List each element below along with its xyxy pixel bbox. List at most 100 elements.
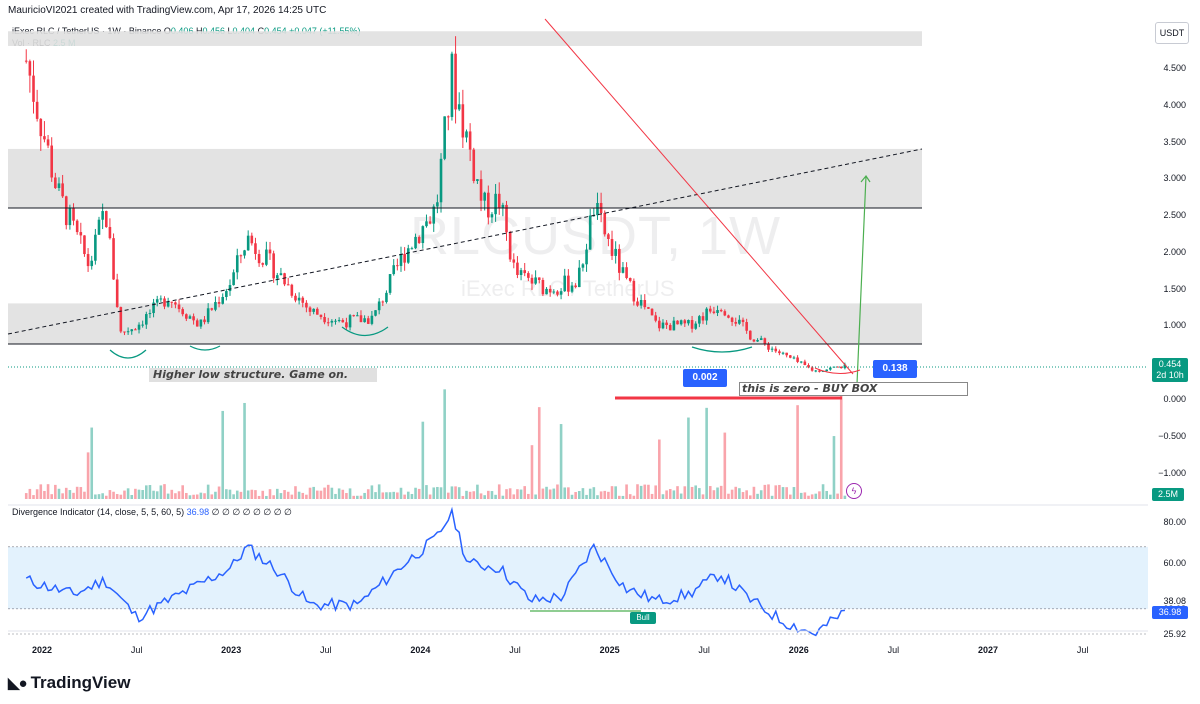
candle-body — [265, 249, 268, 265]
low-label: L — [227, 26, 233, 36]
volume-bar — [316, 490, 319, 499]
time-tick-label: Jul — [130, 645, 143, 655]
candle-body — [621, 267, 625, 273]
volume-bar — [748, 495, 752, 499]
volume-bar — [417, 488, 421, 499]
candle-body — [432, 206, 436, 224]
price-tick-label: −0.500 — [1158, 430, 1186, 441]
volume-bar — [712, 490, 716, 499]
volume-bar — [818, 491, 821, 499]
candle-body — [385, 292, 388, 303]
note-buy-box[interactable]: this is zero - BUY BOX — [739, 382, 968, 396]
time-tick-label: 2025 — [599, 645, 620, 655]
candle-body — [672, 320, 676, 331]
candle-body — [716, 310, 719, 313]
candle-body — [57, 183, 61, 189]
volume-bar — [789, 494, 792, 499]
price-candles — [24, 36, 847, 373]
price-zone — [8, 31, 922, 46]
callout-low[interactable]: 0.002 — [683, 369, 727, 387]
volume-bar — [461, 495, 465, 499]
candle-body — [94, 234, 97, 261]
volume-bar — [232, 494, 235, 499]
volume-bar — [225, 489, 228, 499]
oscillator-line — [25, 506, 845, 637]
volume-bar — [796, 405, 799, 499]
volume-bar — [308, 487, 312, 499]
volume-bar — [723, 432, 727, 499]
volume-bar — [275, 488, 279, 499]
candle-body — [286, 284, 290, 286]
callout-high[interactable]: 0.138 — [873, 360, 917, 378]
volume-bar — [381, 492, 385, 499]
candle-body — [581, 264, 585, 268]
note-higher-low[interactable]: Higher low structure. Game on. — [149, 368, 377, 382]
price-tick-label: 3.000 — [1163, 173, 1186, 184]
volume-bar — [494, 494, 497, 499]
volume-bar — [97, 494, 101, 499]
volume-bar — [836, 493, 839, 499]
candle-body — [614, 248, 617, 256]
candle-body — [181, 309, 184, 315]
volume-bar — [396, 492, 399, 499]
candle-body — [166, 301, 170, 307]
higher-low-arcs — [109, 326, 753, 359]
candle-body — [752, 339, 756, 342]
candle-body — [406, 248, 410, 263]
price-tick-label: −1.000 — [1158, 467, 1186, 478]
volume-bar — [588, 488, 592, 499]
volume-bar — [217, 486, 221, 499]
candle-body — [337, 320, 341, 322]
volume-bar — [286, 491, 290, 499]
candle-body — [61, 183, 64, 197]
candle-body — [145, 314, 148, 325]
volume-bar — [479, 493, 483, 499]
volume-bar — [257, 495, 261, 499]
volume-bar — [54, 484, 57, 499]
volume-bar — [585, 494, 588, 499]
volume-bar — [727, 493, 730, 499]
support-resistance-zones — [8, 31, 922, 344]
candle-body — [545, 288, 548, 295]
candle-body — [534, 277, 537, 284]
lightning-icon[interactable]: ϟ — [846, 483, 862, 499]
volume-bar — [472, 491, 476, 499]
currency-button[interactable]: USDT — [1155, 22, 1189, 44]
volume-bar — [203, 493, 206, 499]
candle-body — [690, 320, 694, 329]
candle-body — [192, 316, 195, 321]
candle-body — [501, 204, 505, 208]
osc-tick-label: 60.00 — [1163, 558, 1186, 569]
volume-bar — [716, 487, 719, 499]
candle-body — [701, 316, 705, 321]
tradingview-logo[interactable]: ◣● TradingView — [8, 673, 130, 693]
volume-bar — [446, 492, 450, 499]
candle-body — [446, 116, 450, 118]
candle-body — [366, 318, 370, 324]
candle-body — [727, 315, 730, 318]
volume-bar — [425, 485, 428, 499]
time-tick-label: Jul — [1076, 645, 1089, 655]
candle-body — [305, 302, 308, 308]
close-label: C — [257, 26, 265, 36]
candle-body — [377, 301, 381, 311]
volume-bar — [639, 485, 643, 499]
candle-body — [195, 320, 199, 327]
candle-body — [465, 131, 468, 138]
volume-bar — [745, 490, 748, 499]
volume-bar — [821, 484, 825, 499]
candle-body — [301, 297, 305, 303]
candle-body — [225, 291, 228, 297]
symbol-name[interactable]: iExec RLC / TetherUS · 1W · Binance — [12, 26, 162, 36]
time-tick-label: 2027 — [977, 645, 999, 655]
candle-body — [814, 370, 818, 372]
volume-bar — [374, 492, 377, 499]
volume-bar — [516, 489, 519, 499]
volume-bar — [432, 487, 436, 499]
volume-bar — [356, 495, 359, 499]
indicator-label[interactable]: Divergence Indicator (14, close, 5, 5, 6… — [12, 507, 185, 517]
time-tick-label: Jul — [887, 645, 900, 655]
candle-body — [665, 322, 668, 326]
volume-bar — [610, 486, 614, 499]
